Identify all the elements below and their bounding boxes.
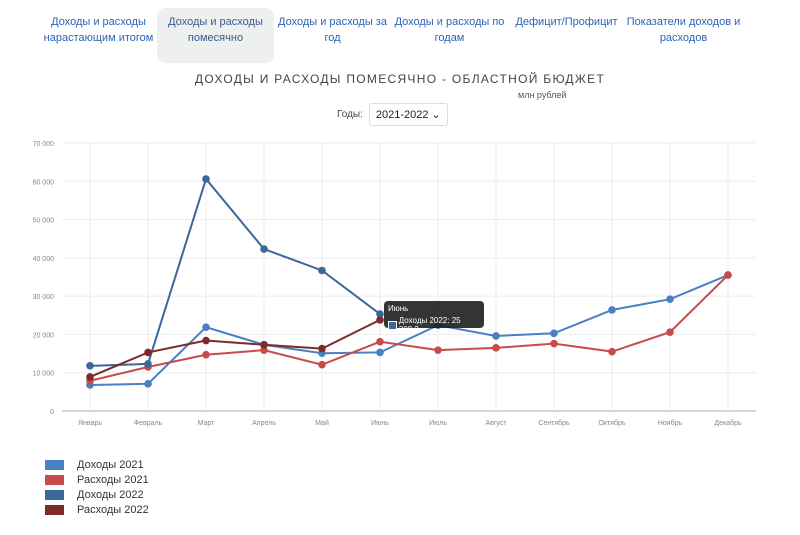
legend-swatch xyxy=(45,489,64,500)
legend-item[interactable]: Доходы 2021 xyxy=(45,457,149,472)
y-tick-label: 30 000 xyxy=(33,294,55,301)
tab-monthly[interactable]: Доходы и расходы помесячно xyxy=(157,8,274,63)
data-point xyxy=(86,373,94,381)
data-point xyxy=(86,362,94,370)
x-tick-label: Октябрь xyxy=(598,419,625,427)
data-point xyxy=(318,266,326,275)
data-point xyxy=(260,340,268,349)
y-tick-label: 60 000 xyxy=(33,179,55,186)
legend-swatch xyxy=(45,459,64,470)
data-point xyxy=(144,348,152,357)
tooltip-title: Июнь xyxy=(388,304,409,313)
data-point xyxy=(666,328,674,336)
data-point xyxy=(550,339,558,348)
data-point xyxy=(202,336,210,345)
tab-indicators[interactable]: Показатели доходов и расходов xyxy=(626,16,741,44)
data-point xyxy=(376,310,384,318)
x-tick-label: Август xyxy=(485,420,507,427)
y-tick-label: 40 000 xyxy=(33,256,55,263)
legend-label: Доходы 2022 xyxy=(77,488,144,501)
tooltip-swatch xyxy=(388,320,397,330)
tooltip-text: Доходы 2022: 25 308,2 xyxy=(398,316,461,334)
data-point xyxy=(376,316,384,324)
data-point xyxy=(318,360,326,369)
data-point xyxy=(202,350,210,359)
data-point xyxy=(724,271,732,279)
years-label: Годы: xyxy=(337,109,363,120)
tab-deficit[interactable]: Дефицит/Профицит xyxy=(515,16,618,28)
tab-yearly[interactable]: Доходы и расходы за год xyxy=(278,16,387,44)
data-point xyxy=(376,337,384,346)
data-point xyxy=(144,360,152,368)
x-tick-label: Март xyxy=(198,420,216,427)
y-tick-label: 70 000 xyxy=(33,141,55,148)
legend-item[interactable]: Расходы 2021 xyxy=(45,472,149,487)
chart-title: ДОХОДЫ И РАСХОДЫ ПОМЕСЯЧНО - ОБЛАСТНОЙ Б… xyxy=(194,72,606,86)
series-line xyxy=(89,318,381,378)
data-point xyxy=(144,380,152,388)
data-point xyxy=(202,175,210,183)
data-point xyxy=(202,323,210,331)
years-select[interactable]: 2021-2022 ⌄ xyxy=(368,103,448,126)
x-tick-label: Январь xyxy=(78,420,102,427)
data-point xyxy=(608,306,616,314)
series-line xyxy=(89,176,381,367)
data-point xyxy=(376,348,384,357)
x-tick-label: Июль xyxy=(429,420,447,427)
years-filter: Годы: 2021-2022 ⌄ xyxy=(337,103,448,126)
tab-cumulative[interactable]: Доходы и расходы нарастающим итогом xyxy=(43,16,154,44)
series-line xyxy=(89,274,729,386)
x-tick-label: Май xyxy=(315,419,329,427)
data-point xyxy=(434,346,442,354)
series-line xyxy=(89,274,729,382)
y-tick-label: 20 000 xyxy=(33,332,55,339)
x-tick-label: Ноябрь xyxy=(658,419,683,427)
x-tick-label: Декабрь xyxy=(714,419,742,427)
y-tick-label: 50 000 xyxy=(33,218,55,225)
unit-label: млн рублей xyxy=(518,90,567,100)
legend-swatch xyxy=(45,504,64,515)
legend-label: Доходы 2021 xyxy=(77,458,144,471)
data-point xyxy=(260,346,268,354)
x-tick-label: Февраль xyxy=(134,420,163,427)
legend-label: Расходы 2022 xyxy=(77,503,149,516)
x-tick-label: Сентябрь xyxy=(538,419,570,427)
data-point xyxy=(318,344,326,353)
data-point xyxy=(260,245,268,253)
data-point xyxy=(666,295,674,304)
tooltip: Июнь Доходы 2022: 25 308,2 xyxy=(384,301,484,334)
nav-tabs: Доходы и расходы нарастающим итогом Дохо… xyxy=(40,8,742,63)
legend-item[interactable]: Доходы 2022 xyxy=(45,487,149,502)
tab-by-years[interactable]: Доходы и расходы по годам xyxy=(394,16,505,44)
x-tick-label: Июнь xyxy=(371,420,389,427)
data-point xyxy=(492,332,500,340)
x-tick-label: Апрель xyxy=(252,420,276,427)
data-point xyxy=(550,329,558,338)
legend-swatch xyxy=(45,474,64,485)
legend-label: Расходы 2021 xyxy=(77,473,149,486)
legend: Доходы 2021 Расходы 2021 Доходы 2022 Рас… xyxy=(45,457,149,517)
y-tick-label: 10 000 xyxy=(33,371,55,378)
data-point xyxy=(492,344,500,352)
data-point xyxy=(608,347,616,356)
legend-item[interactable]: Расходы 2022 xyxy=(45,502,149,517)
y-tick-label: 0 xyxy=(50,409,54,416)
